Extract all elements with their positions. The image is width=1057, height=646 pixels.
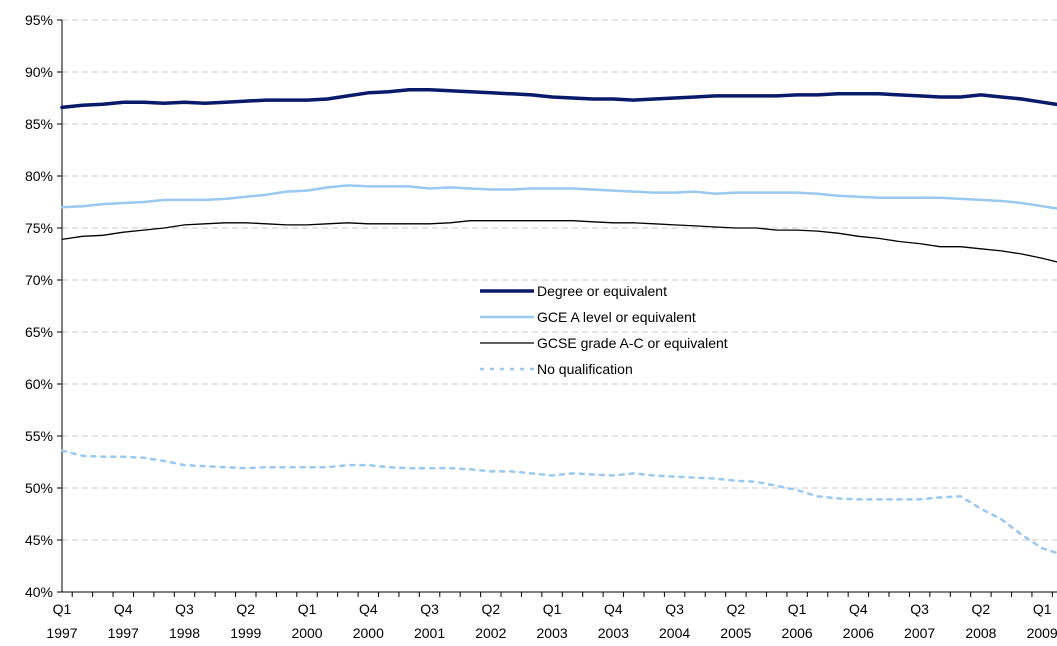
x-tick-label-year: 2005 <box>720 625 751 641</box>
x-tick-label-quarter: Q2 <box>236 601 255 617</box>
y-tick-label: 85% <box>25 116 53 132</box>
x-tick-label-quarter: Q1 <box>788 601 807 617</box>
series-line-4 <box>60 449 1057 555</box>
x-tick-label-year: 2006 <box>782 625 813 641</box>
x-tick-label-quarter: Q2 <box>727 601 746 617</box>
legend-label: Degree or equivalent <box>537 283 667 299</box>
y-tick-label: 70% <box>25 272 53 288</box>
x-tick-label-year: 1998 <box>169 625 200 641</box>
y-tick-label: 40% <box>25 584 53 600</box>
gridlines <box>62 19 1057 541</box>
legend: Degree or equivalent GCE A level or equiv… <box>480 283 728 377</box>
x-tick-label-year: 1997 <box>108 625 139 641</box>
y-tick-label: 95% <box>25 12 53 28</box>
x-tick-label-year: 2002 <box>475 625 506 641</box>
y-tick-label: 80% <box>25 168 53 184</box>
x-tick-label-year: 1997 <box>46 625 77 641</box>
y-tick-label: 50% <box>25 480 53 496</box>
y-tick-label: 90% <box>25 64 53 80</box>
x-tick-label-quarter: Q3 <box>175 601 194 617</box>
y-tick-label: 75% <box>25 220 53 236</box>
x-tick-label-year: 2009 <box>1027 625 1057 641</box>
x-tick-label-quarter: Q1 <box>1033 601 1052 617</box>
x-tick-label-year: 1999 <box>230 625 261 641</box>
x-tick-label-year: 2004 <box>659 625 690 641</box>
x-tick-label-quarter: Q3 <box>665 601 684 617</box>
y-tick-label: 65% <box>25 324 53 340</box>
legend-label: No qualification <box>537 361 633 377</box>
legend-label: GCE A level or equivalent <box>537 309 696 325</box>
x-tick-label-year: 2006 <box>843 625 874 641</box>
series-line-1 <box>60 87 1057 110</box>
series-lines <box>60 87 1057 555</box>
x-tick-label-year: 2001 <box>414 625 445 641</box>
x-tick-label-year: 2003 <box>537 625 568 641</box>
y-tick-label: 45% <box>25 532 53 548</box>
x-tick-label-quarter: Q3 <box>910 601 929 617</box>
x-tick-label-quarter: Q2 <box>972 601 991 617</box>
y-tick-labels: 40% 45% 50% 55% 60% 65% 70% 75% 80% 85% 90% 95% <box>25 12 62 600</box>
x-tick-label-year: 2003 <box>598 625 629 641</box>
x-tick-label-quarter: Q1 <box>543 601 562 617</box>
legend-label: GCSE grade A-C or equivalent <box>537 335 728 351</box>
x-tick-label-quarter: Q4 <box>849 601 868 617</box>
x-tick-label-quarter: Q4 <box>114 601 133 617</box>
y-tick-label: 60% <box>25 376 53 392</box>
axes <box>61 20 1057 593</box>
x-tick-label-year: 2000 <box>291 625 322 641</box>
y-tick-label: 55% <box>25 428 53 444</box>
x-tick-label-year: 2007 <box>904 625 935 641</box>
x-tick-label-year: 2008 <box>965 625 996 641</box>
series-line-3 <box>61 220 1057 263</box>
x-tick-label-quarter: Q2 <box>481 601 500 617</box>
x-ticks: Q1 1997 Q4 1997 Q3 1998 Q2 1999 Q1 2000 Q4 2000 Q3 20… <box>46 592 1057 641</box>
x-tick-label-quarter: Q4 <box>359 601 378 617</box>
x-tick-label-year: 2000 <box>353 625 384 641</box>
x-tick-label-quarter: Q1 <box>298 601 317 617</box>
x-tick-label-quarter: Q4 <box>604 601 623 617</box>
x-tick-label-quarter: Q3 <box>420 601 439 617</box>
series-line-2 <box>60 184 1057 210</box>
x-tick-label-quarter: Q1 <box>53 601 72 617</box>
